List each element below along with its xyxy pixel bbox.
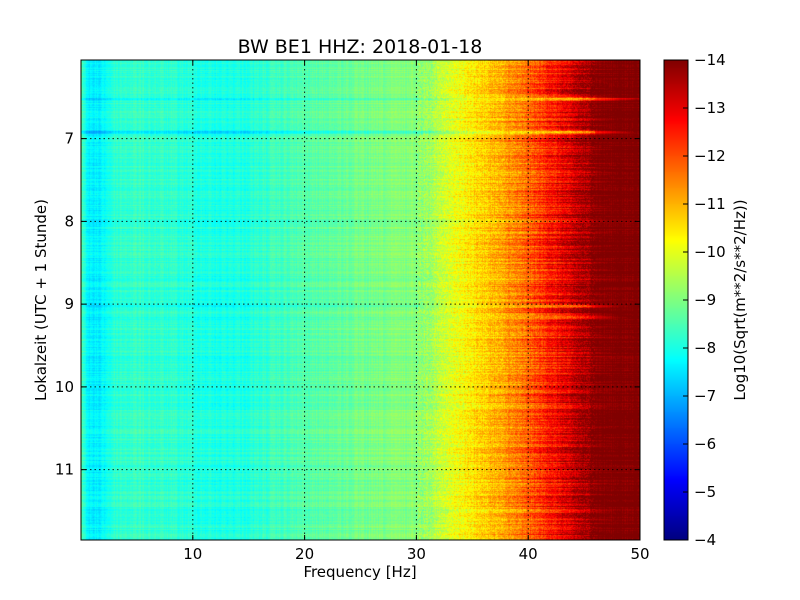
x-tick-label: 10 bbox=[183, 545, 202, 563]
plot-frame bbox=[80, 59, 641, 541]
x-tick-label: 20 bbox=[295, 545, 314, 563]
colorbar-tick-label: −9 bbox=[694, 291, 716, 309]
colorbar-tick-label: −7 bbox=[694, 387, 716, 405]
colorbar: −4 −5 −6 −7 −8 −9 −10 −11 −12 −13 −14 Log10(Sqrt(m… bbox=[663, 51, 749, 549]
y-tick-label: 9 bbox=[64, 295, 74, 313]
y-tick-label: 11 bbox=[55, 461, 74, 479]
colorbar-label: Log10(Sqrt(m**2/s**2/Hz)) bbox=[731, 199, 749, 400]
x-tick-label: 40 bbox=[519, 545, 538, 563]
colorbar-tick-label: −14 bbox=[694, 51, 726, 69]
y-tick-label: 7 bbox=[64, 130, 74, 148]
colorbar-tick-label: −8 bbox=[694, 339, 716, 357]
colorbar-tick-label: −11 bbox=[694, 195, 726, 213]
x-axis-ticks: 10 20 30 40 50 bbox=[183, 60, 650, 563]
colorbar-tick-label: −5 bbox=[694, 483, 716, 501]
x-tick-label: 30 bbox=[407, 545, 426, 563]
y-axis-ticks: 7 8 9 10 11 bbox=[55, 130, 640, 479]
colorbar-tick-label: −6 bbox=[694, 435, 716, 453]
colorbar-tick-label: −13 bbox=[694, 99, 726, 117]
y-tick-label: 8 bbox=[64, 212, 74, 230]
colorbar-ticks: −4 −5 −6 −7 −8 −9 −10 −11 −12 −13 −14 bbox=[683, 51, 726, 549]
y-tick-label: 10 bbox=[55, 378, 74, 396]
y-axis-label: Lokalzeit (UTC + 1 Stunde) bbox=[32, 199, 50, 401]
plot-area: 10 20 30 40 50 7 8 9 10 11 bbox=[55, 59, 650, 563]
colorbar-tick-label: −4 bbox=[694, 531, 716, 549]
spectrogram-heatmap bbox=[81, 60, 640, 540]
colorbar-tick-label: −12 bbox=[694, 147, 726, 165]
grid-lines bbox=[81, 60, 640, 540]
x-tick-label: 50 bbox=[630, 545, 649, 563]
heatmap-image-container bbox=[81, 60, 640, 540]
chart-title: BW BE1 HHZ: 2018-01-18 bbox=[238, 36, 483, 58]
x-axis-label: Frequency [Hz] bbox=[303, 563, 416, 581]
colorbar-tick-label: −10 bbox=[694, 243, 726, 261]
